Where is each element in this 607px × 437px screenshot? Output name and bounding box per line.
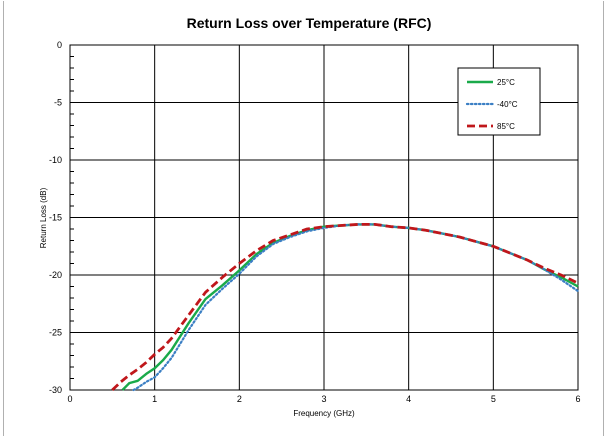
y-tick-label: -20 [49,270,62,280]
legend: 25°C -40°C 85°C [457,67,541,136]
x-tick-label: 1 [152,394,157,404]
legend-label: 25°C [497,78,515,87]
chart-title: Return Loss over Temperature (RFC) [187,15,432,31]
x-tick-label: 3 [321,394,326,404]
legend-label: 85°C [497,122,515,131]
series-lines [111,222,580,392]
x-tick-label: 4 [406,394,411,404]
y-axis-title: Return Loss (dB) [39,187,48,248]
x-axis-title: Frequency (GHz) [293,409,355,418]
chart-frame [3,1,604,436]
legend-label: -40°C [497,100,518,109]
y-tick-label: 0 [57,40,62,50]
y-minor-ticks [70,56,74,379]
y-tick-label: -25 [49,328,62,338]
series-line-2 [111,222,579,392]
x-tick-label: 5 [491,394,496,404]
y-tick-label: -15 [49,213,62,223]
x-tick-label: 6 [575,394,580,404]
y-tick-label: -30 [49,385,62,395]
x-tick-labels: 0 1 2 3 4 5 6 [67,394,580,404]
legend-items: 25°C -40°C 85°C [465,78,518,131]
x-tick-label: 2 [237,394,242,404]
y-tick-label: -10 [49,155,62,165]
x-tick-label: 0 [67,394,72,404]
y-tick-labels: 0 -5 -10 -15 -20 -25 -30 [49,40,62,395]
grid-lines [70,45,578,390]
y-tick-label: -5 [54,98,62,108]
legend-box [457,67,541,136]
